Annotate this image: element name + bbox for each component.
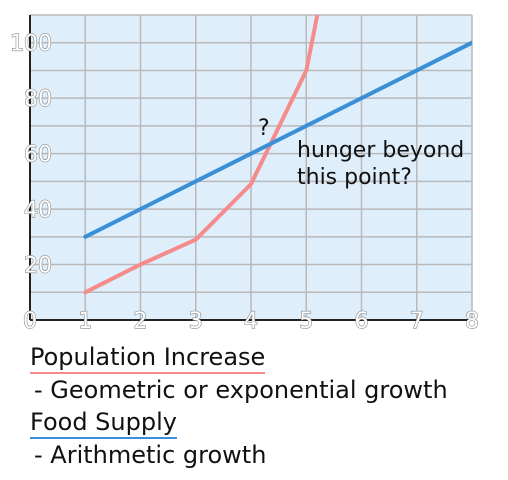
annotation-hunger-line2: this point? [297,165,412,190]
y-tick-label: 40 [24,198,52,223]
chart: 0 1 2 3 4 5 6 7 8 20 40 60 80 100 ? hunger beyondthis … [9,14,480,335]
x-tick-label: 6 [355,309,369,334]
x-tick-label: 7 [410,309,424,334]
y-tick-label: 80 [24,87,52,112]
x-tick-label: 8 [465,309,479,334]
x-tick-label: 0 [23,309,37,334]
annotation-hunger-line1: hunger beyond [297,138,464,163]
legend-food-desc: - Arithmetic growth [34,441,267,469]
x-tick-label: 5 [299,309,313,334]
x-tick-label: 1 [78,309,92,334]
y-tick-label: 100 [10,32,52,57]
annotation-question: ? [258,116,270,141]
x-tick-label: 3 [189,309,203,334]
series-line-population [83,15,320,295]
series-line-food [83,40,472,239]
x-tick-label: 2 [134,309,148,334]
y-tick-label: 20 [24,254,52,279]
legend-population-desc: - Geometric or exponential growth [34,376,448,404]
legend-population: Population Increase [30,345,266,374]
legend-population-title: Population Increase [30,345,266,374]
legend-food: Food Supply [30,410,177,439]
y-tick-label: 60 [24,143,52,168]
x-tick-label: 4 [244,309,258,334]
legend-food-title: Food Supply [30,410,177,439]
